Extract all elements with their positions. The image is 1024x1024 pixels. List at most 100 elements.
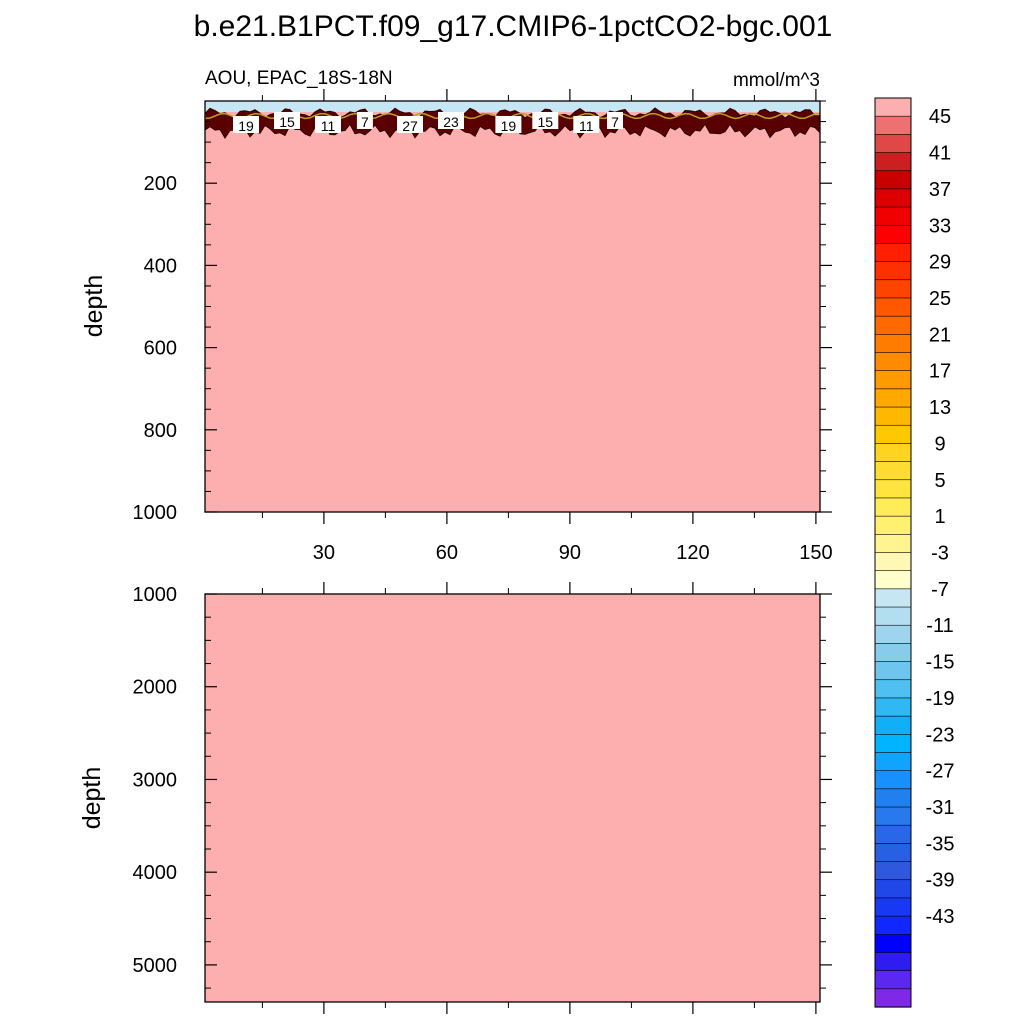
colorbar-label: -19	[926, 688, 955, 710]
colorbar-swatch	[874, 624, 912, 644]
colorbar-label: -39	[926, 870, 955, 892]
surface-layer	[205, 101, 820, 112]
colorbar-swatch	[874, 933, 912, 954]
contour-label: 15	[538, 114, 554, 130]
colorbar-label: -3	[931, 543, 949, 565]
colorbar-swatch	[874, 115, 912, 135]
colorbar-label: 33	[929, 215, 951, 237]
x-tick-label: 60	[436, 542, 458, 564]
colorbar-label: 41	[929, 143, 951, 165]
contour-label: 7	[611, 114, 619, 130]
contour-label: 19	[501, 118, 517, 134]
lower-x-axis	[261, 582, 817, 1014]
y-tick-label: 800	[144, 420, 177, 442]
colorbar-swatch	[874, 806, 912, 826]
contour-label: 11	[579, 118, 594, 134]
y-tick-label: 5000	[133, 955, 178, 977]
colorbar-label: 17	[929, 361, 951, 383]
contour-label-box	[397, 116, 423, 133]
colorbar-swatch	[874, 843, 912, 863]
colorbar-swatch	[874, 315, 912, 335]
colorbar-label: -43	[926, 906, 955, 928]
x-tick-label: 150	[799, 542, 832, 564]
upper-panel-fill	[205, 101, 820, 512]
x-tick-label: 120	[676, 542, 709, 564]
colorbar-swatch	[874, 661, 912, 681]
colorbar-swatch	[874, 424, 912, 445]
contour-label-box	[356, 112, 373, 129]
colorbar-frame	[874, 97, 912, 1008]
y-tick-label: 200	[144, 173, 177, 195]
colorbar-label: 21	[929, 324, 951, 346]
contour-label: 7	[361, 114, 369, 130]
variable-label: AOU, EPAC_18S-18N	[205, 68, 393, 89]
y-tick-label: 3000	[133, 769, 178, 791]
y-tick-label: 1000	[133, 584, 178, 606]
colorbar-swatch	[874, 224, 912, 245]
contour-label: 27	[402, 118, 418, 134]
colorbar-label: 25	[929, 288, 951, 310]
colorbar-labels: 45 41 37 33 29 25 21 17 13 9 5 1 -3 -7 -11 -15 -19 -23 -27…	[926, 106, 955, 928]
colorbar-swatch	[874, 352, 912, 372]
colorbar-label: -31	[926, 797, 955, 819]
colorbar-swatch	[874, 406, 912, 426]
contour-labels: 19 15 11 7 27 23 19 15 11 7	[233, 112, 623, 134]
contour-label-box	[532, 112, 559, 129]
colorbar-label: 5	[934, 470, 945, 492]
y-tick-label: 1000	[133, 502, 178, 524]
upper-y-axis: 200 400 600 800 1000	[133, 100, 832, 524]
colorbar-swatch	[874, 697, 912, 717]
colorbar-swatch	[874, 770, 912, 790]
contour-label: 15	[279, 114, 295, 130]
colorbar-swatch	[874, 461, 912, 481]
colorbar-swatch	[874, 606, 912, 626]
colorbar-label: 1	[934, 506, 945, 528]
colorbar-swatch	[874, 388, 912, 408]
colorbar-label: 9	[934, 433, 945, 455]
colorbar-swatch	[874, 733, 912, 754]
colorbar-swatch	[874, 824, 912, 844]
contour-label-box	[233, 116, 259, 133]
colorbar-swatch	[874, 643, 912, 663]
y-tick-label: 600	[144, 338, 177, 360]
colorbar-label: 13	[929, 397, 951, 419]
colorbar-swatch	[874, 752, 912, 772]
upper-y-axis-label: depth	[80, 275, 108, 338]
colorbar-label: -27	[926, 761, 955, 783]
contour-label-box	[274, 112, 300, 129]
lower-y-axis-label: depth	[78, 767, 106, 830]
contour-label-box	[607, 112, 623, 129]
contour-label: 23	[443, 114, 459, 130]
colorbar-label: -15	[926, 652, 955, 674]
colorbar	[874, 97, 912, 1008]
contour-label-box	[315, 116, 341, 133]
y-tick-label: 400	[144, 255, 177, 277]
colorbar-swatch	[874, 952, 912, 972]
colorbar-swatch	[874, 534, 912, 554]
colorbar-swatch	[874, 97, 912, 117]
y-tick-label: 2000	[133, 677, 178, 699]
contour-label-box	[438, 112, 464, 129]
colorbar-swatch	[874, 170, 912, 190]
lower-panel-fill	[205, 594, 820, 1002]
colorbar-label: -11	[926, 615, 953, 637]
colorbar-label: 37	[929, 179, 951, 201]
contour-label: 11	[321, 118, 336, 134]
colorbar-swatch	[874, 570, 912, 590]
colorbar-swatch	[874, 334, 912, 354]
colorbar-swatch	[874, 515, 912, 535]
x-tick-label: 90	[559, 542, 581, 564]
colorbar-swatch	[874, 206, 912, 226]
colorbar-swatch	[874, 479, 912, 499]
colorbar-swatch	[874, 279, 912, 299]
colorbar-swatch	[874, 715, 912, 735]
colorbar-swatch	[874, 788, 912, 808]
colorbar-swatch	[874, 861, 912, 881]
upper-panel: 19 15 11 7 27 23 19 15 11 7 200 400 600 800 1000 30 60…	[80, 89, 833, 564]
colorbar-swatch	[874, 134, 912, 154]
units-label: mmol/m^3	[733, 70, 820, 91]
colorbar-label: -23	[926, 724, 955, 746]
colorbar-swatch	[874, 970, 912, 990]
colorbar-swatch	[874, 261, 912, 281]
